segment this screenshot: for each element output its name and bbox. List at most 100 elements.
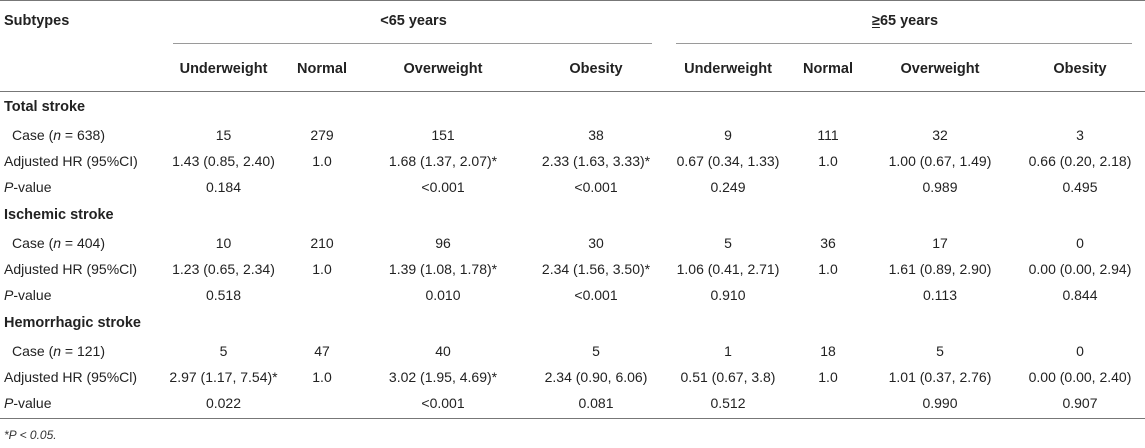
case-label: Case (n = 404): [12, 235, 106, 251]
hr-label: Adjusted HR (95%Cl): [4, 369, 138, 385]
p-value-label: P-value: [4, 179, 52, 195]
table-cell: 2.97 (1.17, 7.54)*: [169, 369, 278, 385]
table-cell: 279: [310, 127, 334, 143]
p-value-label: P-value: [0, 390, 162, 419]
group-label-65-plus: ≥65 years: [871, 13, 939, 29]
table-cell: 0.184: [205, 179, 242, 195]
table-cell: 47: [314, 343, 330, 359]
table-cell: 0.010: [425, 287, 461, 303]
table-cell: 38: [588, 127, 604, 143]
table-cell: 0.495: [1062, 179, 1098, 195]
table-cell: 1.00 (0.67, 1.49): [888, 153, 992, 169]
table-cell: 0.989: [922, 179, 958, 195]
table-row: Adjusted HR (95%Cl) 2.97 (1.17, 7.54)* 1…: [0, 364, 1145, 390]
table-row: Case (n = 638) 15 279 151 38 9 111 32 3: [0, 122, 1145, 148]
table-cell: 1.43 (0.85, 2.40): [172, 153, 275, 169]
col-header-underweight-lt65: Underweight: [179, 61, 268, 77]
table-row: Case (n = 404) 10 210 96 30 5 36 17 0: [0, 230, 1145, 256]
table-row: Case (n = 121) 5 47 40 5 1 18 5 0: [0, 338, 1145, 364]
p-value-label: P-value: [4, 287, 52, 303]
col-header-obesity-lt65: Obesity: [569, 61, 623, 77]
section-title-row: Ischemic stroke: [0, 200, 1145, 230]
table-row: P-value 0.518 0.010 <0.001 0.910 0.113 0…: [0, 282, 1145, 308]
section-title-total-stroke: Total stroke: [4, 99, 86, 115]
group-underline-65-plus: [676, 43, 1132, 44]
group-header-under-65: <65 years: [162, 7, 665, 48]
table-cell: 1.68 (1.37, 2.07)*: [388, 153, 498, 169]
table-cell: 5: [219, 343, 228, 359]
hr-label: Adjusted HR (95%Cl): [4, 261, 138, 277]
footnote: *P < 0.05.: [4, 428, 57, 442]
table-cell: [285, 174, 359, 200]
table-cell: <0.001: [359, 390, 527, 419]
table-cell: 1.0: [312, 261, 332, 277]
table-cell: 0.910: [710, 287, 746, 303]
section-title-hemorrhagic-stroke: Hemorrhagic stroke: [4, 315, 141, 331]
col-header-overweight-lt65: Overweight: [403, 61, 483, 77]
table-cell: 0.67 (0.34, 1.33): [676, 153, 780, 169]
table-cell: 17: [932, 235, 948, 251]
table-cell: 1.0: [312, 153, 332, 169]
table-cell: 210: [310, 235, 334, 251]
table-cell: 0.518: [205, 287, 242, 303]
table-cell: 1.39 (1.08, 1.78)*: [388, 261, 498, 277]
table-cell: 1.0: [312, 369, 332, 385]
table-cell: [285, 390, 359, 419]
table-cell: 0.113: [923, 287, 957, 303]
table-cell: 3: [1076, 127, 1084, 143]
section-title-row: Total stroke: [0, 92, 1145, 123]
table-row: Adjusted HR (95%Cl) 1.23 (0.65, 2.34) 1.…: [0, 256, 1145, 282]
table-cell: 1: [724, 343, 732, 359]
table-cell: 0: [1076, 343, 1084, 359]
table-cell: 9: [724, 127, 732, 143]
table-row: Adjusted HR (95%CI) 1.43 (0.85, 2.40) 1.…: [0, 148, 1145, 174]
table-cell: 32: [932, 127, 948, 143]
table-cell: 0.081: [527, 390, 665, 419]
col-header-obesity-ge65: Obesity: [1053, 61, 1107, 77]
table-cell: 5: [724, 235, 732, 251]
table-cell: 1.0: [818, 153, 838, 169]
table-cell: 1.0: [818, 369, 838, 385]
col-header-underweight-ge65: Underweight: [684, 61, 772, 77]
table-cell: 15: [215, 127, 232, 143]
table-cell: 3.02 (1.95, 4.69)*: [388, 369, 498, 385]
table-cell: 10: [215, 235, 232, 251]
table-cell: [791, 174, 865, 200]
empty-header-cell: [0, 48, 162, 92]
table-cell: 0.00 (0.00, 2.94): [1028, 261, 1132, 277]
table-cell: 0.990: [865, 390, 1015, 419]
section-title-ischemic-stroke: Ischemic stroke: [4, 207, 114, 223]
table-cell: 5: [936, 343, 944, 359]
table-cell: 1.01 (0.37, 2.76): [888, 369, 992, 385]
table-cell: 0.66 (0.20, 2.18): [1028, 153, 1132, 169]
table-cell: <0.001: [574, 179, 618, 195]
hr-label: Adjusted HR (95%CI): [4, 153, 138, 169]
col-header-normal-ge65: Normal: [803, 61, 853, 77]
header-row-groups: Subtypes <65 years ≥65 years: [0, 7, 1145, 48]
table-cell: 0.00 (0.00, 2.40): [1028, 369, 1132, 385]
table-cell: 0.51 (0.67, 3.8): [680, 369, 776, 385]
group-underline-under-65: [173, 43, 652, 44]
group-header-65-plus: ≥65 years: [665, 7, 1145, 48]
case-label: Case (n = 638): [12, 127, 106, 143]
table-cell: 2.33 (1.63, 3.33)*: [541, 153, 651, 169]
table-cell: 0: [1076, 235, 1084, 251]
table-row: P-value 0.022 <0.001 0.081 0.512 0.990 0…: [0, 390, 1145, 419]
table-cell: 36: [820, 235, 836, 251]
table-cell: <0.001: [421, 179, 465, 195]
table-row: P-value 0.184 <0.001 <0.001 0.249 0.989 …: [0, 174, 1145, 200]
table-cell: 5: [592, 343, 600, 359]
table-cell: 0.022: [162, 390, 285, 419]
table-cell: [285, 282, 359, 308]
col-header-overweight-ge65: Overweight: [900, 61, 980, 77]
subtypes-header: Subtypes: [4, 13, 70, 29]
header-row-columns: Underweight Normal Overweight Obesity Un…: [0, 48, 1145, 92]
stroke-hr-table: Subtypes <65 years ≥65 years Underweight…: [0, 0, 1145, 419]
group-label-under-65: <65 years: [380, 13, 447, 29]
table-cell: 96: [435, 235, 451, 251]
table-cell: 18: [820, 343, 836, 359]
table-cell: 1.23 (0.65, 2.34): [172, 261, 275, 277]
table-cell: 0.907: [1015, 390, 1145, 419]
table-cell: 1.0: [818, 261, 838, 277]
